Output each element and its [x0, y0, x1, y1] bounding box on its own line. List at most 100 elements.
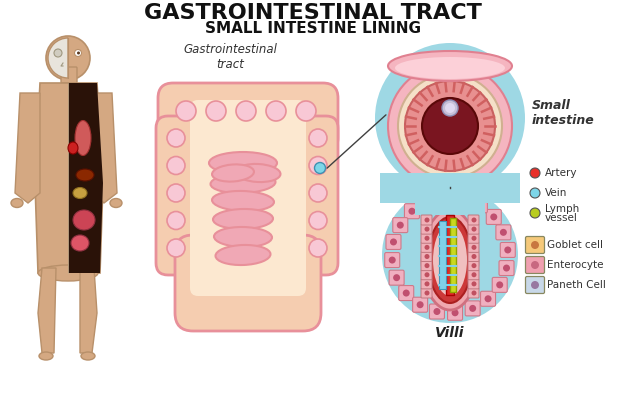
Text: Lymph: Lymph: [545, 204, 579, 214]
FancyBboxPatch shape: [525, 276, 545, 293]
Circle shape: [531, 281, 539, 289]
FancyBboxPatch shape: [468, 270, 479, 280]
Circle shape: [471, 254, 476, 259]
Circle shape: [471, 218, 476, 222]
FancyBboxPatch shape: [421, 279, 432, 289]
Circle shape: [424, 245, 429, 250]
Circle shape: [309, 184, 327, 202]
Bar: [380, 173, 520, 203]
FancyBboxPatch shape: [276, 116, 338, 275]
FancyBboxPatch shape: [421, 288, 432, 298]
Ellipse shape: [433, 224, 467, 296]
FancyBboxPatch shape: [468, 242, 479, 252]
Ellipse shape: [428, 217, 472, 303]
Ellipse shape: [212, 164, 254, 182]
FancyBboxPatch shape: [438, 190, 453, 205]
Circle shape: [471, 226, 476, 232]
Ellipse shape: [68, 142, 78, 154]
FancyBboxPatch shape: [429, 304, 444, 319]
FancyBboxPatch shape: [156, 116, 218, 275]
Polygon shape: [68, 83, 103, 273]
Bar: [439, 221, 446, 289]
Polygon shape: [15, 93, 40, 203]
FancyBboxPatch shape: [492, 277, 507, 292]
Circle shape: [469, 305, 476, 312]
Circle shape: [505, 247, 511, 253]
Ellipse shape: [110, 199, 122, 208]
FancyBboxPatch shape: [61, 67, 77, 83]
Ellipse shape: [11, 199, 23, 208]
Circle shape: [442, 100, 458, 116]
Circle shape: [74, 50, 81, 56]
FancyBboxPatch shape: [421, 224, 432, 234]
FancyBboxPatch shape: [468, 233, 479, 243]
FancyBboxPatch shape: [421, 233, 432, 243]
Circle shape: [77, 52, 80, 54]
FancyBboxPatch shape: [421, 242, 432, 252]
FancyBboxPatch shape: [386, 235, 401, 249]
Circle shape: [309, 129, 327, 147]
Circle shape: [403, 289, 410, 297]
Text: GASTROINTESTINAL TRACT: GASTROINTESTINAL TRACT: [144, 3, 482, 23]
Circle shape: [530, 208, 540, 218]
Wedge shape: [48, 38, 68, 78]
Circle shape: [530, 188, 540, 198]
Ellipse shape: [71, 235, 89, 251]
Circle shape: [417, 301, 424, 308]
FancyBboxPatch shape: [385, 253, 400, 268]
FancyBboxPatch shape: [421, 270, 432, 280]
FancyBboxPatch shape: [456, 191, 471, 206]
Ellipse shape: [81, 352, 95, 360]
FancyBboxPatch shape: [468, 261, 479, 271]
Bar: [446, 215, 454, 295]
Circle shape: [531, 261, 539, 269]
Text: Vein: Vein: [545, 188, 567, 198]
Circle shape: [167, 129, 185, 147]
Text: Gastrointestinal
tract: Gastrointestinal tract: [183, 43, 277, 71]
Circle shape: [389, 257, 396, 264]
FancyBboxPatch shape: [468, 251, 479, 262]
Circle shape: [471, 281, 476, 287]
Circle shape: [496, 281, 503, 289]
FancyBboxPatch shape: [421, 261, 432, 271]
Text: Goblet cell: Goblet cell: [547, 240, 603, 250]
FancyBboxPatch shape: [465, 301, 480, 316]
FancyBboxPatch shape: [175, 235, 321, 331]
Circle shape: [314, 162, 326, 174]
Circle shape: [445, 103, 455, 113]
Text: Villi: Villi: [435, 326, 464, 340]
FancyBboxPatch shape: [399, 286, 414, 301]
Circle shape: [236, 101, 256, 121]
Circle shape: [451, 309, 459, 316]
FancyBboxPatch shape: [525, 256, 545, 274]
FancyBboxPatch shape: [468, 279, 479, 289]
Bar: [450, 218, 456, 292]
FancyBboxPatch shape: [413, 297, 428, 312]
Ellipse shape: [212, 191, 274, 211]
Circle shape: [424, 198, 431, 205]
FancyBboxPatch shape: [393, 218, 408, 233]
Text: SMALL INTESTINE LINING: SMALL INTESTINE LINING: [205, 21, 421, 36]
FancyBboxPatch shape: [468, 215, 479, 225]
Circle shape: [206, 101, 226, 121]
FancyBboxPatch shape: [525, 237, 545, 253]
Polygon shape: [38, 268, 56, 353]
FancyBboxPatch shape: [468, 224, 479, 234]
Ellipse shape: [422, 210, 478, 310]
Ellipse shape: [209, 152, 277, 174]
Circle shape: [424, 226, 429, 232]
FancyBboxPatch shape: [500, 243, 515, 258]
Circle shape: [500, 229, 507, 236]
Wedge shape: [375, 43, 525, 118]
Ellipse shape: [210, 173, 275, 193]
Polygon shape: [35, 83, 103, 273]
Text: Enterocyte: Enterocyte: [547, 260, 603, 270]
Circle shape: [424, 291, 429, 295]
Circle shape: [393, 274, 400, 281]
Circle shape: [490, 214, 497, 220]
Circle shape: [433, 308, 441, 315]
FancyBboxPatch shape: [496, 225, 511, 240]
Circle shape: [424, 263, 429, 268]
Circle shape: [54, 49, 62, 57]
Circle shape: [309, 212, 327, 229]
